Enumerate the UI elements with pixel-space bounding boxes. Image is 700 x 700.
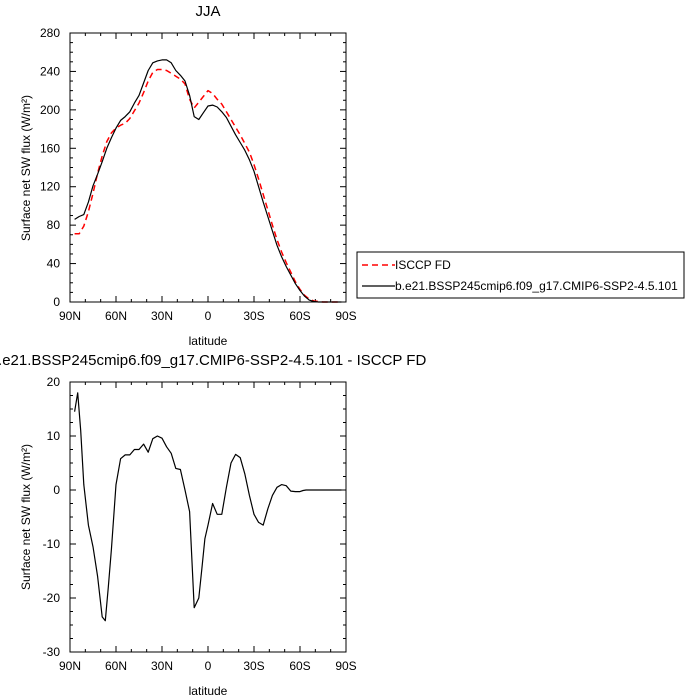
bottom-y-axis-label: Surface net SW flux (W/m²) [19,444,33,590]
top-x-tick-label: 90S [335,309,356,323]
legend-label-model: b.e21.BSSP245cmip6.f09_g17.CMIP6-SSP2-4.… [395,279,678,293]
bottom-y-tick-label: 20 [47,375,61,389]
bottom-series-line-0 [74,392,342,622]
legend: ISCCP FD b.e21.BSSP245cmip6.f09_g17.CMIP… [356,251,685,299]
bottom-y-tick-label: 0 [53,483,60,497]
bottom-chart-title: b.e21.BSSP245cmip6.f09_g17.CMIP6-SSP2-4.… [0,352,426,369]
top-y-tick-label: 160 [40,141,60,155]
bottom-x-axis-label: latitude [189,684,228,698]
top-y-tick-label: 200 [40,103,60,117]
legend-label-isccp: ISCCP FD [395,258,451,272]
top-y-tick-label: 0 [53,295,60,309]
top-x-axis-label: latitude [189,334,228,348]
bottom-y-tick-label: 10 [47,429,61,443]
top-y-tick-label: 40 [47,257,61,271]
top-y-tick-label: 240 [40,64,60,78]
bottom-y-tick-label: -20 [43,591,61,605]
top-x-tick-label: 30N [151,309,173,323]
top-y-tick-label: 80 [47,218,61,232]
top-x-tick-label: 90N [59,309,81,323]
bottom-x-tick-label: 60N [105,659,127,673]
bottom-x-tick-label: 30S [243,659,264,673]
top-x-tick-label: 30S [243,309,264,323]
bottom-plot-frame [69,381,347,653]
top-x-tick-label: 60N [105,309,127,323]
top-x-tick-label: 0 [205,309,212,323]
top-plot-frame [69,32,347,303]
bottom-x-tick-label: 0 [205,659,212,673]
bottom-y-tick-label: -10 [43,537,61,551]
bottom-x-tick-label: 90S [335,659,356,673]
bottom-panel: b.e21.BSSP245cmip6.f09_g17.CMIP6-SSP2-4.… [0,352,426,698]
bottom-x-tick-label: 60S [289,659,310,673]
top-x-tick-label: 60S [289,309,310,323]
bottom-y-tick-label: -30 [43,645,61,659]
top-y-tick-label: 280 [40,26,60,40]
top-series-line-1 [74,59,342,303]
top-chart-title: JJA [195,3,220,20]
top-panel: JJA latitude Surface net SW flux (W/m²) … [19,3,357,348]
top-series-line-0 [74,68,342,303]
legend-box [356,251,685,299]
bottom-x-tick-label: 30N [151,659,173,673]
bottom-x-tick-label: 90N [59,659,81,673]
top-y-tick-label: 120 [40,180,60,194]
top-y-axis-label: Surface net SW flux (W/m²) [19,95,33,241]
